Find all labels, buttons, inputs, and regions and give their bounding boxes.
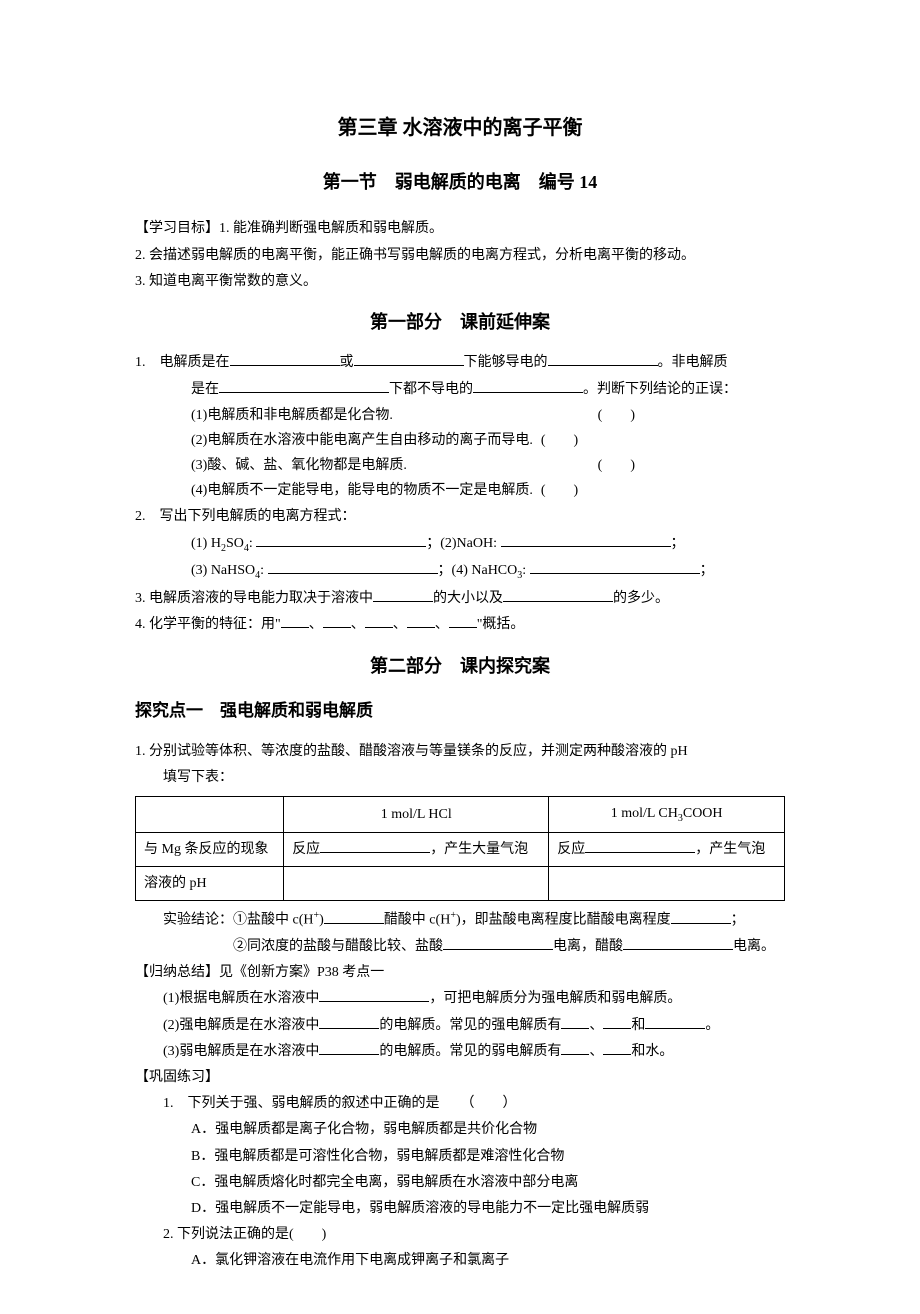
practice-q1-c: C．强电解质熔化时都完全电离，弱电解质在水溶液中部分电离 <box>135 1170 785 1195</box>
practice-q2-a: A．氯化钾溶液在电流作用下电离成钾离子和氯离子 <box>135 1248 785 1273</box>
practice-q2-stem: 2. 下列说法正确的是( ) <box>135 1222 785 1247</box>
practice-label: 【巩固练习】 <box>135 1065 785 1090</box>
part2-heading: 第二部分 课内探究案 <box>135 650 785 682</box>
q1-line2: 是在下都不导电的。判断下列结论的正误： <box>135 377 785 402</box>
row2-c2 <box>284 866 549 900</box>
table-header-row: 1 mol/L HCl 1 mol/L CH3COOH <box>136 796 785 832</box>
summary-label: 【归纳总结】见《创新方案》P38 考点一 <box>135 960 785 985</box>
q3: 3. 电解质溶液的导电能力取决于溶液中的大小以及的多少。 <box>135 586 785 611</box>
section-title: 第一节 弱电解质的电离 编号 14 <box>135 166 785 198</box>
part1-heading: 第一部分 课前延伸案 <box>135 306 785 338</box>
summary-3: (3)弱电解质是在水溶液中的电解质。常见的弱电解质有、和水。 <box>135 1039 785 1064</box>
table-row: 溶液的 pH <box>136 866 785 900</box>
practice-q1-b: B．强电解质都是可溶性化合物，弱电解质都是难溶性化合物 <box>135 1144 785 1169</box>
conclusion-line1: 实验结论：①盐酸中 c(H+)醋酸中 c(H+)，即盐酸电离程度比醋酸电离程度； <box>135 907 785 933</box>
table-header-2: 1 mol/L HCl <box>284 796 549 832</box>
row1-label: 与 Mg 条反应的现象 <box>136 832 284 866</box>
practice-q1-a: A．强电解质都是离子化合物，弱电解质都是共价化合物 <box>135 1117 785 1142</box>
table-row: 与 Mg 条反应的现象 反应，产生大量气泡 反应，产生气泡 <box>136 832 785 866</box>
objectives-line3: 3. 知道电离平衡常数的意义。 <box>135 269 785 294</box>
q4: 4. 化学平衡的特征：用"、、、、"概括。 <box>135 612 785 637</box>
row2-label: 溶液的 pH <box>136 866 284 900</box>
chapter-title: 第三章 水溶液中的离子平衡 <box>135 110 785 146</box>
q1-line1: 1. 电解质是在或下能够导电的。非电解质 <box>135 350 785 375</box>
q2-line2: (3) NaHSO4: ；(4) NaHCO3: ； <box>135 558 785 585</box>
q1-tf2: (2)电解质在水溶液中能电离产生自由移动的离子而导电.( ) <box>135 428 785 453</box>
explore1-intro2: 填写下表： <box>135 765 785 790</box>
objectives-line1: 【学习目标】1. 能准确判断强电解质和弱电解质。 <box>135 216 785 241</box>
practice-q1-d: D．强电解质不一定能导电，弱电解质溶液的导电能力不一定比强电解质弱 <box>135 1196 785 1221</box>
q2-stem: 2. 写出下列电解质的电离方程式： <box>135 504 785 529</box>
objectives-line2: 2. 会描述弱电解质的电离平衡，能正确书写弱电解质的电离方程式，分析电离平衡的移… <box>135 243 785 268</box>
practice-q1-stem: 1. 下列关于强、弱电解质的叙述中正确的是 （ ） <box>135 1091 785 1116</box>
explore1-heading: 探究点一 强电解质和弱电解质 <box>135 696 785 727</box>
table-header-3: 1 mol/L CH3COOH <box>549 796 785 832</box>
row1-c2: 反应，产生大量气泡 <box>284 832 549 866</box>
experiment-table: 1 mol/L HCl 1 mol/L CH3COOH 与 Mg 条反应的现象 … <box>135 796 785 901</box>
q1-tf1: (1)电解质和非电解质都是化合物.( ) <box>135 403 785 428</box>
q1-tf4: (4)电解质不一定能导电，能导电的物质不一定是电解质.( ) <box>135 478 785 503</box>
q2-line1: (1) H2SO4: ；(2)NaOH: ； <box>135 531 785 558</box>
q1-tf3: (3)酸、碱、盐、氧化物都是电解质.( ) <box>135 453 785 478</box>
row2-c3 <box>549 866 785 900</box>
table-header-1 <box>136 796 284 832</box>
conclusion-line2: ②同浓度的盐酸与醋酸比较、盐酸电离，醋酸电离。 <box>135 934 785 959</box>
row1-c3: 反应，产生气泡 <box>549 832 785 866</box>
summary-2: (2)强电解质是在水溶液中的电解质。常见的强电解质有、和。 <box>135 1013 785 1038</box>
summary-1: (1)根据电解质在水溶液中，可把电解质分为强电解质和弱电解质。 <box>135 986 785 1011</box>
explore1-intro: 1. 分别试验等体积、等浓度的盐酸、醋酸溶液与等量镁条的反应，并测定两种酸溶液的… <box>135 739 785 764</box>
